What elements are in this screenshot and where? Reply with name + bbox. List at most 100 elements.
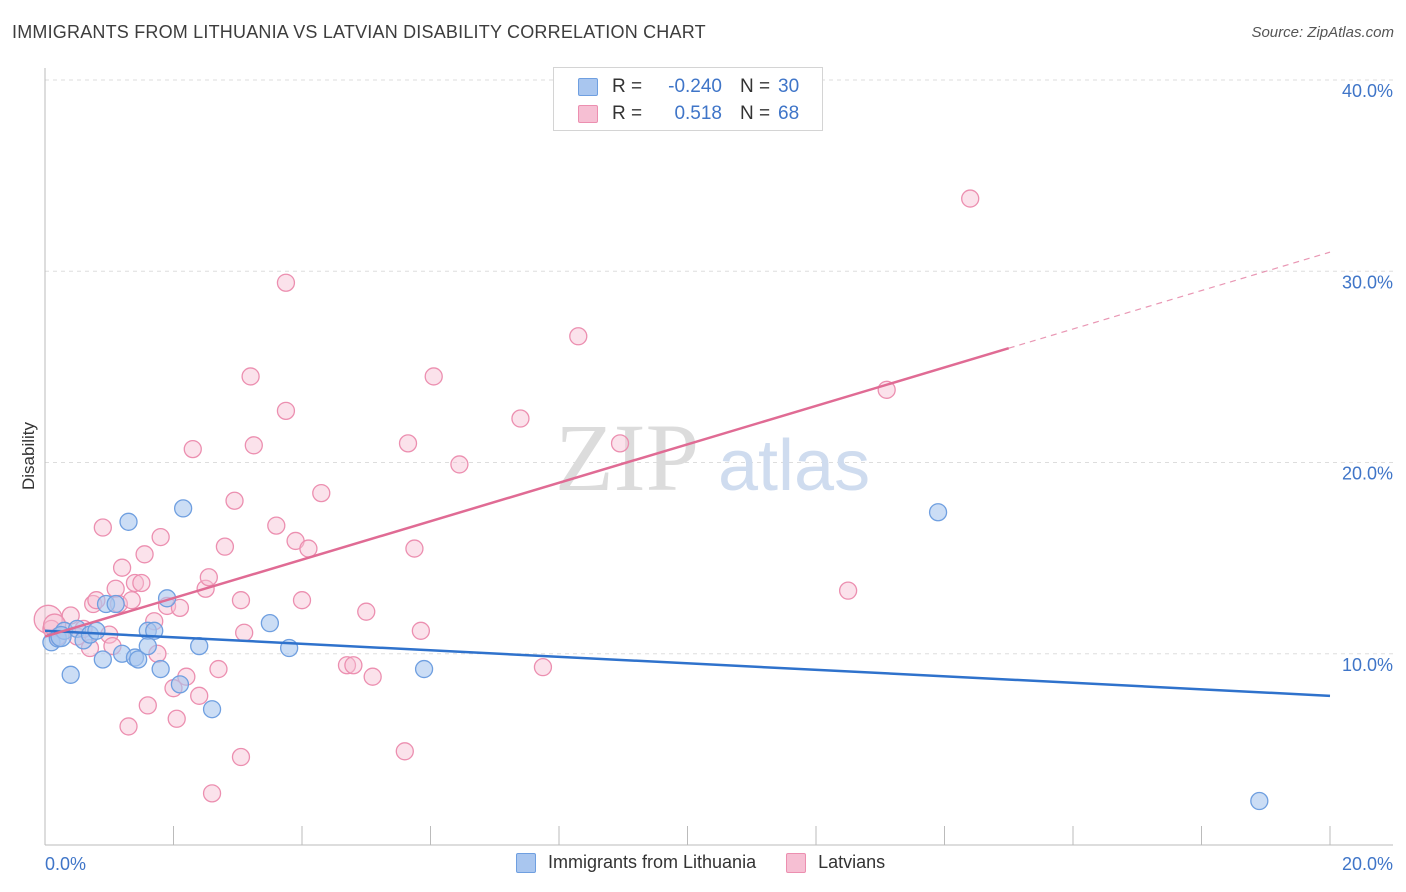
lithuania-point	[129, 650, 148, 669]
latvians-point	[231, 747, 251, 767]
latvians-point	[125, 573, 145, 593]
latvians-point	[241, 367, 260, 386]
latvians-point	[395, 742, 414, 761]
y-tick-label: 20.0%	[1342, 464, 1393, 484]
latvians-point	[533, 657, 553, 677]
latvians-point	[344, 656, 363, 675]
watermark: ZIP atlas	[555, 404, 870, 511]
pink-swatch	[786, 852, 807, 873]
legend-label-lithuania: Immigrants from Lithuania	[548, 852, 757, 872]
latvians-point	[838, 581, 858, 600]
latvians-point	[267, 516, 286, 535]
legend-item-lithuania[interactable]: Immigrants from Lithuania	[516, 852, 756, 873]
legend-row-lithuania: R = -0.240 N = 30	[578, 74, 799, 100]
latvians-point	[299, 539, 318, 558]
n-value-lithuania: 30	[778, 76, 800, 97]
latvians-point	[235, 623, 254, 642]
r-label: R =	[612, 103, 643, 124]
latvians-point	[132, 573, 151, 593]
latvians-point	[119, 717, 138, 736]
n-value-latvians: 68	[778, 103, 800, 124]
watermark-zip: ZIP	[555, 404, 699, 511]
latvians-point	[961, 189, 980, 208]
source-label: Source: ZipAtlas.com	[1251, 24, 1394, 41]
latvians-point	[135, 545, 154, 564]
lithuania-point	[170, 675, 190, 694]
latvians-point	[167, 709, 186, 728]
y-tick-label: 30.0%	[1342, 272, 1393, 292]
latvians-point	[610, 434, 630, 453]
x-tick-label: 0.0%	[45, 854, 86, 874]
lithuania-trend-line	[44, 629, 1331, 698]
latvians-point	[244, 436, 263, 455]
y-tick-label: 10.0%	[1342, 655, 1393, 675]
latvians-point	[138, 696, 157, 715]
y-tick-label: 40.0%	[1342, 81, 1393, 101]
legend-item-latvians[interactable]: Latvians	[786, 852, 885, 873]
latvians-point	[312, 483, 331, 503]
lithuania-point	[61, 665, 80, 684]
latvians-point	[276, 273, 296, 292]
legend-row-latvians: R = 0.518 N = 68	[578, 101, 799, 127]
latvians-point	[569, 327, 588, 346]
correlation-legend: R = -0.240 N = 30 R = 0.518 N = 68	[553, 67, 823, 131]
latvians-point	[225, 491, 244, 510]
latvians-point	[276, 401, 296, 421]
pink-swatch	[578, 105, 598, 123]
trend-lines	[44, 251, 1331, 698]
latvians-point	[231, 591, 251, 610]
lithuania-point	[87, 621, 106, 640]
latvians-point	[122, 591, 141, 610]
latvians-point	[112, 558, 132, 577]
axes	[44, 68, 1393, 846]
watermark-atlas: atlas	[718, 426, 870, 506]
latvians-point	[363, 667, 382, 686]
latvians-point	[190, 686, 209, 705]
latvians-point	[405, 539, 424, 558]
series-legend: Immigrants from Lithuania Latvians	[516, 852, 915, 873]
lithuania-point	[106, 594, 125, 614]
tick-labels: 10.0% 20.0% 30.0% 40.0% 0.0% 20.0%	[45, 81, 1393, 874]
lithuania-point	[151, 659, 170, 679]
latvians-point	[337, 656, 357, 675]
lithuania-point	[202, 700, 222, 719]
latvians-point	[151, 527, 170, 547]
latvians-point	[292, 591, 312, 610]
latvians-point	[170, 598, 190, 617]
lithuania-point	[138, 636, 157, 656]
latvians-point	[199, 568, 218, 587]
latvians-point	[398, 434, 418, 453]
y-axis-label: Disability	[19, 421, 38, 490]
lithuania-point	[1250, 791, 1269, 811]
latvians-point	[215, 537, 235, 556]
latvians-point	[202, 784, 222, 803]
legend-label-latvians: Latvians	[818, 852, 886, 872]
latvians-points	[33, 189, 980, 803]
latvians-trend-line	[44, 347, 1010, 638]
lithuania-point	[119, 512, 138, 531]
n-label: N =	[740, 103, 771, 124]
latvians-point	[183, 439, 202, 459]
grid-lines	[45, 79, 1393, 655]
latvians-point	[424, 367, 443, 386]
chart-title: IMMIGRANTS FROM LITHUANIA VS LATVIAN DIS…	[12, 22, 706, 42]
r-value-lithuania: -0.240	[668, 76, 722, 97]
blue-swatch	[516, 852, 536, 873]
lithuania-point	[414, 659, 434, 679]
r-value-latvians: 0.518	[674, 103, 722, 124]
latvians-point	[209, 659, 228, 679]
latvians-point	[450, 455, 469, 474]
x-tick-label: 20.0%	[1342, 854, 1393, 874]
blue-swatch	[578, 78, 598, 96]
lithuania-point	[928, 503, 948, 522]
latvians-point	[411, 621, 431, 640]
n-label: N =	[740, 76, 771, 97]
lithuania-point	[93, 650, 112, 669]
latvians-point	[93, 518, 112, 537]
latvians-point	[106, 579, 125, 598]
lithuania-point	[260, 614, 280, 633]
lithuania-point	[173, 499, 193, 518]
latvians-trend-extension	[1008, 251, 1331, 349]
r-label: R =	[612, 76, 643, 97]
